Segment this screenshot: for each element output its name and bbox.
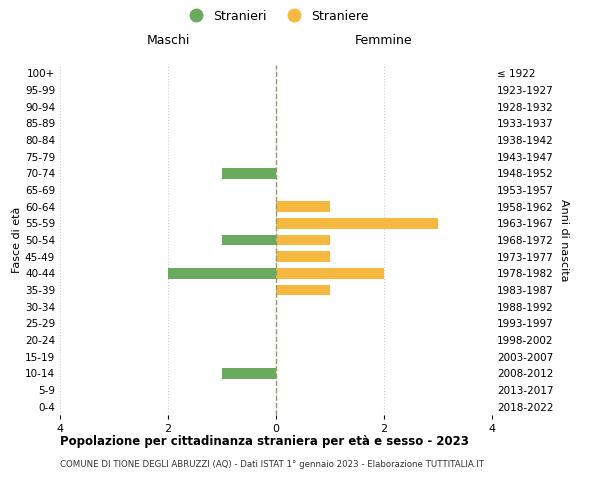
Bar <box>276 234 330 246</box>
Text: Maschi: Maschi <box>146 34 190 48</box>
Bar <box>276 201 330 212</box>
Bar <box>222 234 276 246</box>
Bar <box>222 368 276 379</box>
Bar <box>276 218 438 228</box>
Bar <box>276 268 384 279</box>
Bar <box>276 251 330 262</box>
Text: Popolazione per cittadinanza straniera per età e sesso - 2023: Popolazione per cittadinanza straniera p… <box>60 435 469 448</box>
Y-axis label: Anni di nascita: Anni di nascita <box>559 198 569 281</box>
Bar <box>276 284 330 296</box>
Y-axis label: Fasce di età: Fasce di età <box>12 207 22 273</box>
Bar <box>168 268 276 279</box>
Bar <box>222 168 276 178</box>
Text: Femmine: Femmine <box>355 34 413 48</box>
Legend: Stranieri, Straniere: Stranieri, Straniere <box>178 4 374 28</box>
Text: COMUNE DI TIONE DEGLI ABRUZZI (AQ) - Dati ISTAT 1° gennaio 2023 - Elaborazione T: COMUNE DI TIONE DEGLI ABRUZZI (AQ) - Dat… <box>60 460 484 469</box>
